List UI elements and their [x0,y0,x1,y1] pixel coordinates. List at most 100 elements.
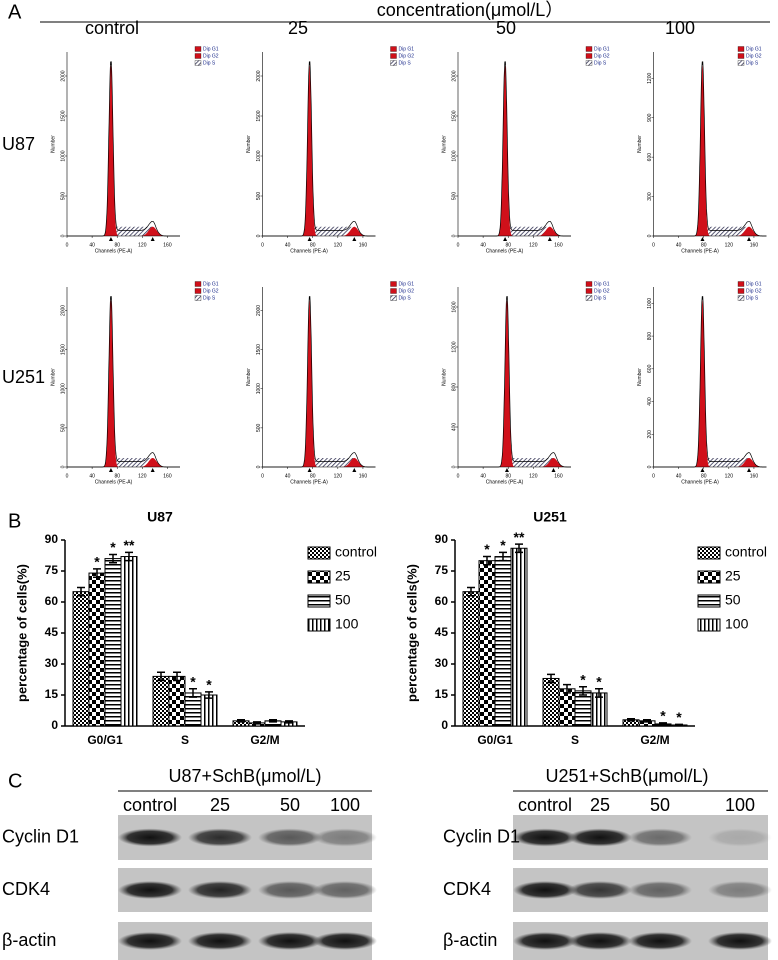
error-bar [157,671,165,682]
significance-mark: * [484,541,490,557]
dip-g1-peak [653,64,767,237]
y-tick-label: 600 [647,364,653,373]
blot-title: U251+SchB(μmol/L) [546,766,709,786]
y-tick-label: 600 [647,153,653,162]
bar [104,558,122,727]
x-tick-label: 160 [750,242,759,248]
lane-label: control [123,795,177,815]
peak-marker [547,237,552,241]
legend-label: Dip G1 [203,46,219,52]
legend-swatch [390,288,397,294]
y-tick-label: 15 [45,687,59,701]
legend-label: control [725,544,767,560]
x-tick-label: 0 [66,242,69,248]
y-tick-label: 0 [451,234,457,237]
bar [462,591,480,727]
y-tick-label: 500 [451,192,457,201]
blot-band [313,932,377,950]
bar [478,560,496,727]
significance-mark: * [190,674,196,690]
y-tick-label: 300 [647,192,653,201]
legend-swatch [737,281,745,287]
legend-label: Dip G1 [594,281,610,287]
dip-s-area [653,458,767,467]
y-axis-label: percentage of cells(%) [14,564,29,702]
legend-label: Dip G2 [746,53,762,59]
x-tick-label: 40 [285,242,291,248]
significance-mark: * [500,537,506,553]
legend-label: Dip G1 [399,46,415,52]
error-bar [643,719,651,723]
blot-band [513,828,577,847]
x-tick-label: 40 [676,242,682,248]
x-tick-label: 80 [701,242,707,248]
legend-swatch [390,60,397,66]
peak-marker [746,237,751,241]
blot-band [628,828,692,847]
bar [152,675,170,727]
y-tick-label: 500 [256,423,262,432]
error-bar [173,671,181,682]
blot-band [708,828,772,847]
histogram-outline [458,296,571,468]
significance-mark: * [676,709,682,725]
column-label: 100 [665,18,695,38]
y-tick-label: 1000 [256,150,262,161]
blot-band [258,828,322,847]
legend-label: Dip S [203,295,216,301]
x-tick-label: 80 [505,473,511,479]
dip-g1-peak [458,299,571,467]
peak-marker [700,468,705,472]
legend-label: 100 [335,616,359,632]
bar [542,677,560,727]
x-tick-label: 120 [725,473,734,479]
legend-label: Dip G2 [594,53,610,59]
y-axis-label: Number [50,135,56,153]
row-label: U251 [2,367,45,387]
y-tick-label: 30 [435,656,449,670]
legend-swatch [737,53,745,59]
blot-band [568,932,632,950]
lane-label: control [518,795,572,815]
y-tick-label: 75 [45,563,59,577]
histogram-outline [458,61,571,237]
legend-label: Dip G1 [746,46,762,52]
peak-marker [746,468,751,472]
x-tick-label: 120 [334,242,343,248]
y-tick-label: 0 [647,465,653,468]
error-bar [253,721,261,725]
error-bar [659,722,667,726]
x-tick-label: 80 [505,242,511,248]
peak-marker [307,468,312,472]
dip-s-area [262,226,376,236]
x-tick-label: 160 [163,242,172,248]
lane-label: 100 [725,795,755,815]
lane-label: 50 [280,795,300,815]
y-tick-label: 1500 [256,110,262,121]
legend-swatch [194,288,202,294]
legend-label: Dip G1 [203,281,219,287]
x-axis-label: Channels (PE-A) [290,479,328,485]
significance-mark: * [206,677,212,693]
peak-marker [352,468,357,472]
y-axis-label: Number [441,135,447,153]
y-tick-label: 500 [60,423,66,432]
legend-label: Dip S [746,295,759,301]
dip-s-area [262,458,376,467]
y-tick-label: 90 [45,532,59,546]
x-tick-label: G2/M [640,733,669,747]
chart-title: U87 [147,509,173,525]
peak-marker [504,468,509,472]
significance-mark: * [580,671,586,687]
dip-s-area [67,458,180,467]
legend-label: Dip G2 [399,53,415,59]
blot-band [188,828,252,847]
error-bar [547,673,555,684]
error-bar [285,720,293,724]
peak-marker [307,237,312,241]
significance-mark: ** [124,537,135,553]
y-axis-label: Number [246,135,252,153]
x-axis-label: Channels (PE-A) [486,479,524,485]
blot-band [118,932,182,950]
legend-label: Dip G2 [594,288,610,294]
